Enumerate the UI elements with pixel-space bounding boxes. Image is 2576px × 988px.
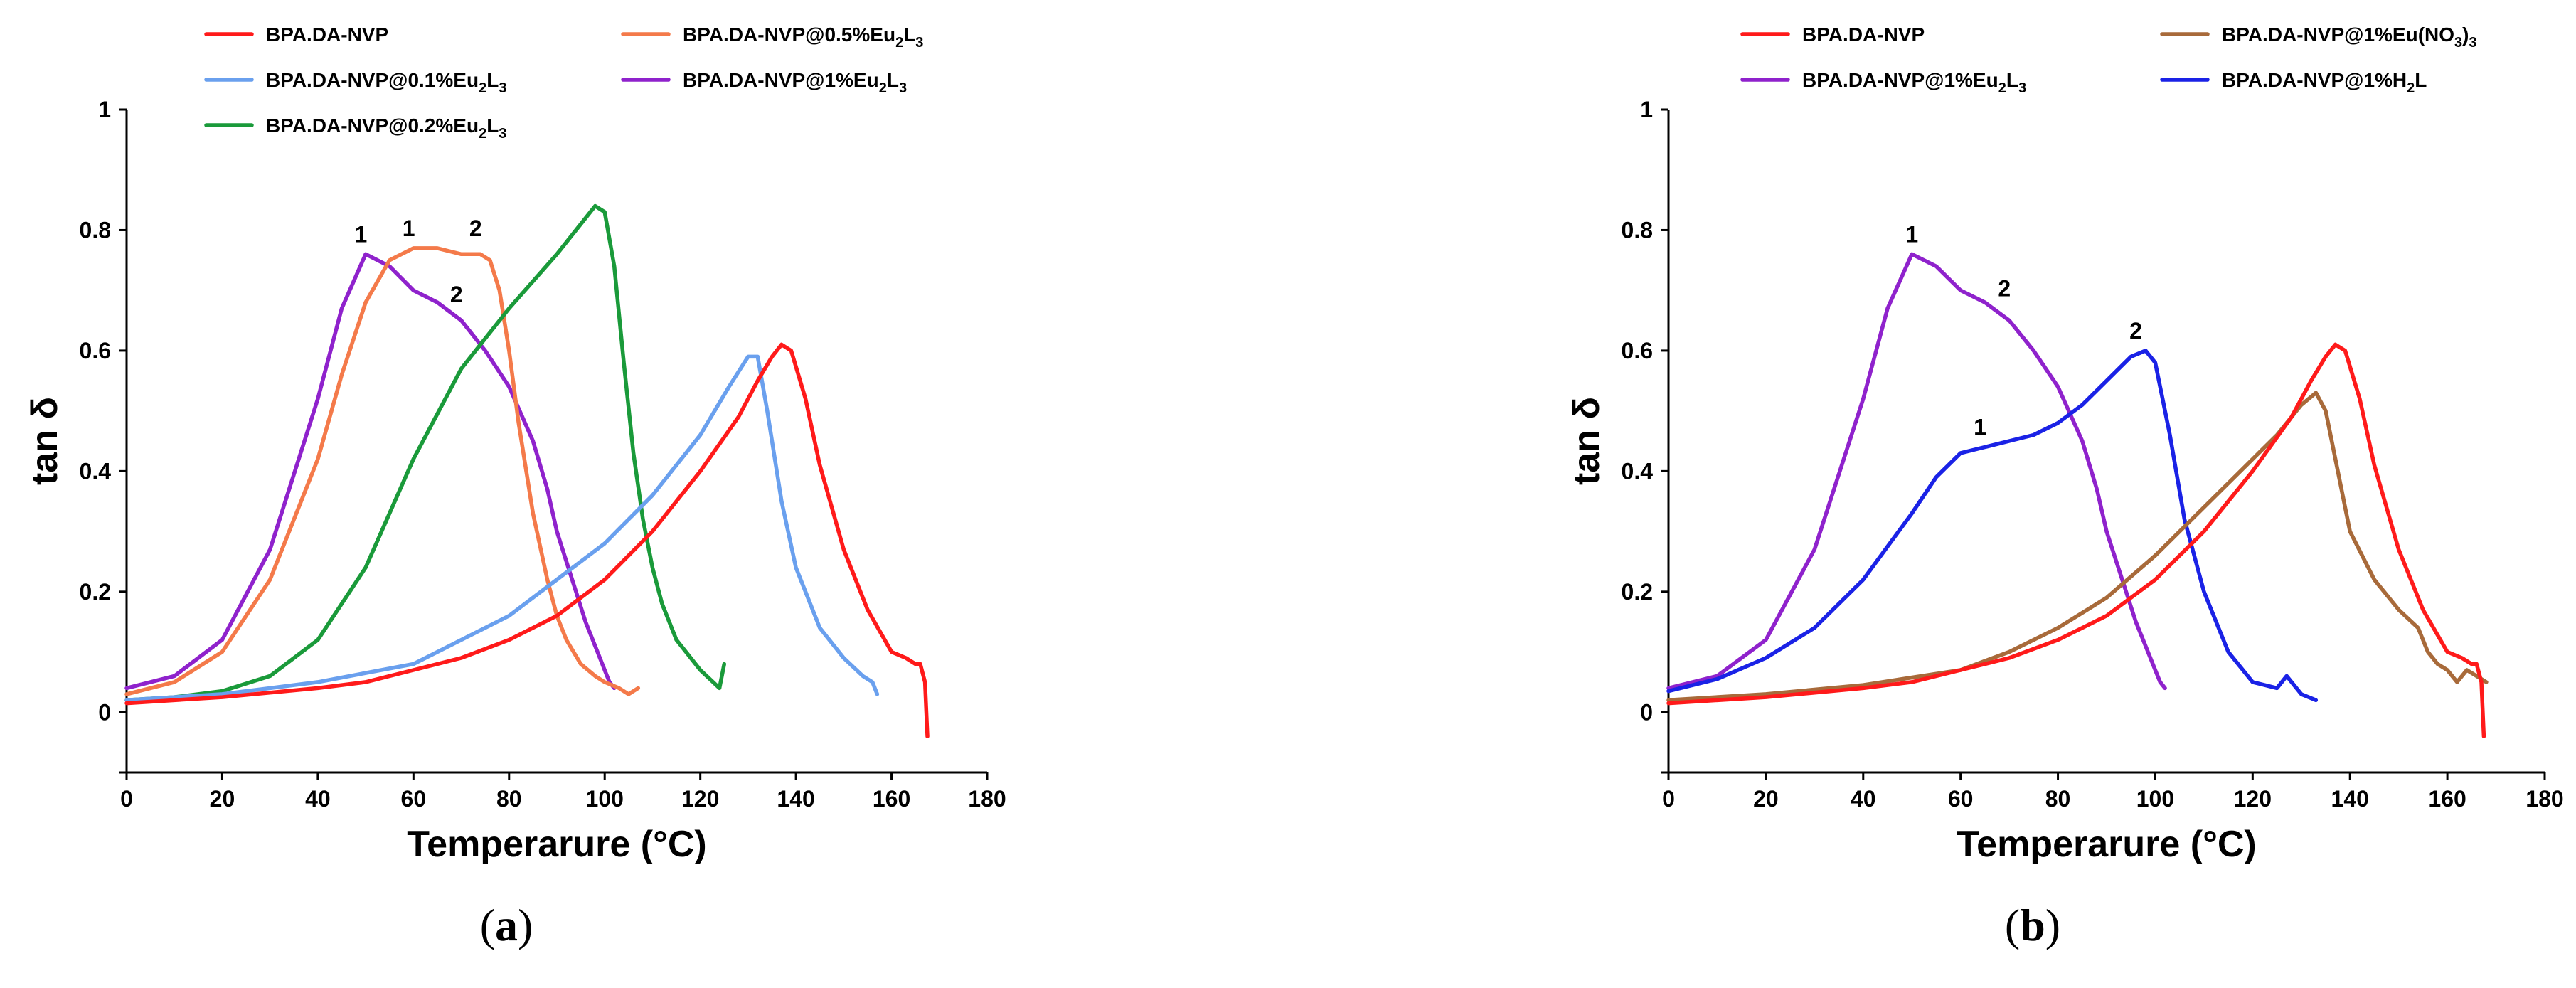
legend-label: BPA.DA-NVP@1%H2L <box>2222 69 2427 96</box>
panel-a: 0 0.2 0.4 0.6 0.8 1 0 20 40 60 80 100 120 140 160 180 Te… <box>24 23 1006 950</box>
y-tick-label: 0 <box>98 699 111 725</box>
x-tick-label: 180 <box>2526 786 2563 812</box>
x-tick-label: 140 <box>2331 786 2369 812</box>
x-tick-label: 100 <box>586 786 624 812</box>
legend-label: BPA.DA-NVP@1%Eu2L3 <box>683 69 907 96</box>
x-tick-label: 160 <box>873 786 910 812</box>
x-tick-label: 100 <box>2136 786 2174 812</box>
peak-annotation: 2 <box>450 282 463 307</box>
x-axis-title: Temperarure (°C) <box>1957 824 2256 865</box>
panel-label: (b) <box>2005 900 2060 950</box>
peak-annotation: 1 <box>1905 221 1918 247</box>
series-line-bpa-da-nvp-0-1-eu2l3 <box>124 354 880 703</box>
legend-label: BPA.DA-NVP@0.2%Eu2L3 <box>266 115 506 142</box>
peak-annotation: 2 <box>1998 276 2011 302</box>
x-tick-label: 120 <box>2234 786 2272 812</box>
series-line-bpa-da-nvp-1-eu2l3 <box>124 252 617 691</box>
x-tick-label: 20 <box>210 786 235 812</box>
legend: BPA.DA-NVP BPA.DA-NVP@0.5%Eu2L3 BPA.DA-NVP… <box>204 23 923 142</box>
legend-label: BPA.DA-NVP@0.5%Eu2L3 <box>683 23 923 51</box>
y-tick-label: 0 <box>1640 699 1653 725</box>
x-tick-label: 20 <box>1753 786 1779 812</box>
peak-annotation: 1 <box>354 221 367 247</box>
x-tick-label: 40 <box>1851 786 1876 812</box>
x-tick-label: 140 <box>777 786 814 812</box>
legend-label: BPA.DA-NVP <box>1802 23 1925 46</box>
peak-annotation: 2 <box>469 216 482 241</box>
legend-label: BPA.DA-NVP@1%Eu(NO3)3 <box>2222 23 2477 51</box>
x-tick-label: 120 <box>681 786 719 812</box>
legend-label: BPA.DA-NVP@0.1%Eu2L3 <box>266 69 506 96</box>
series-line-bpa-da-nvp-1-eu-no3-3 <box>1666 391 2489 703</box>
y-tick-label: 0.6 <box>80 338 111 363</box>
peak-annotation: 1 <box>1974 415 1986 440</box>
series-line-bpa-da-nvp <box>124 342 930 738</box>
series-line-bpa-da-nvp-1-eu2l3 <box>1666 252 2167 691</box>
y-tick-label: 1 <box>98 97 111 122</box>
y-tick-label: 0.4 <box>1622 458 1654 484</box>
y-axis-title: tan δ <box>1566 397 1607 485</box>
peak-annotation: 1 <box>403 216 415 241</box>
panel-b: 0 0.2 0.4 0.6 0.8 1 0 20 40 60 80 100 120 140 160 180 Te… <box>1566 23 2564 950</box>
y-tick-label: 0.2 <box>1622 579 1653 605</box>
panel-label: (a) <box>480 900 533 950</box>
legend-label: BPA.DA-NVP@1%Eu2L3 <box>1802 69 2026 96</box>
legend: BPA.DA-NVP BPA.DA-NVP@1%Eu(NO3)3 BPA.DA-NV… <box>1740 23 2477 96</box>
x-tick-label: 180 <box>968 786 1006 812</box>
x-tick-label: 80 <box>2045 786 2071 812</box>
y-tick-label: 0.6 <box>1622 338 1653 363</box>
y-tick-label: 0.8 <box>1622 217 1653 243</box>
series-line-bpa-da-nvp <box>1666 342 2486 738</box>
peak-annotation: 2 <box>2129 318 2142 344</box>
y-tick-label: 0.8 <box>80 217 111 243</box>
x-tick-label: 40 <box>305 786 331 812</box>
x-tick-label: 0 <box>1662 786 1675 812</box>
x-tick-label: 60 <box>1948 786 1974 812</box>
y-tick-label: 0.2 <box>80 579 111 605</box>
y-axis-title: tan δ <box>24 397 65 485</box>
x-axis-title: Temperarure (°C) <box>407 824 706 865</box>
x-tick-label: 80 <box>496 786 522 812</box>
series-line-bpa-da-nvp-0-5-eu2l3 <box>124 246 641 696</box>
x-tick-label: 160 <box>2428 786 2466 812</box>
y-tick-label: 0.4 <box>80 458 112 484</box>
series-line-bpa-da-nvp-1-h2l <box>1666 349 2319 703</box>
y-tick-label: 1 <box>1640 97 1653 122</box>
series-line-bpa-da-nvp-0-2-eu2l3 <box>124 203 727 703</box>
x-tick-label: 0 <box>120 786 133 812</box>
x-tick-label: 60 <box>401 786 427 812</box>
legend-label: BPA.DA-NVP <box>266 23 388 46</box>
